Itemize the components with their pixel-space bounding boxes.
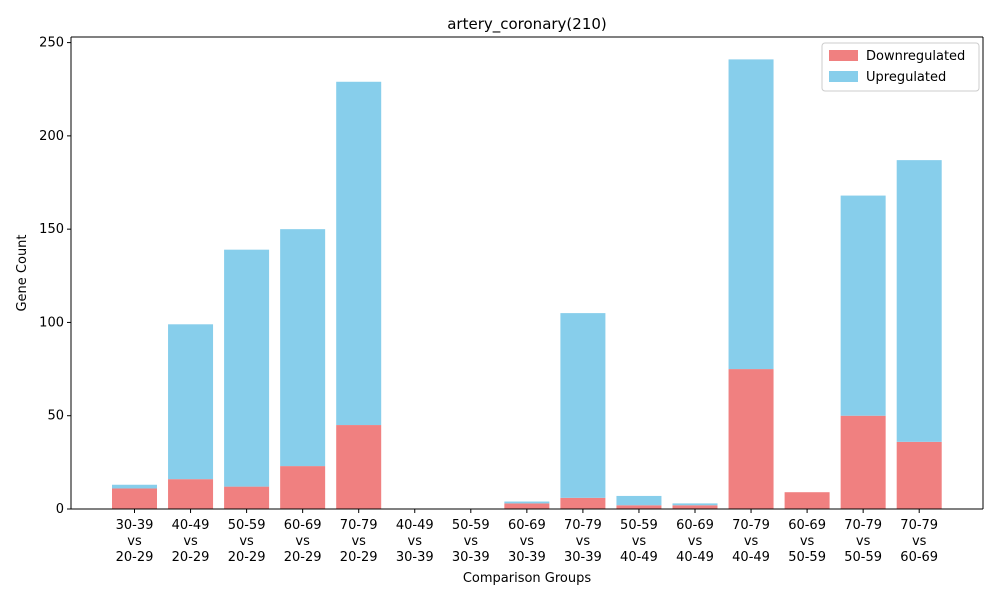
y-tick-label: 150 — [39, 222, 64, 237]
x-tick-label: 70-79 vs 50-59 — [844, 518, 882, 565]
legend-box — [821, 42, 980, 92]
chart-title: artery_coronary(210) — [447, 15, 607, 34]
x-axis-label: Comparison Groups — [463, 571, 592, 586]
x-tick-label: 70-79 vs 30-39 — [564, 518, 602, 565]
bar-upregulated-1 — [168, 324, 214, 480]
legend: Downregulated Upregulated — [821, 42, 980, 92]
bar-upregulated-0 — [112, 484, 157, 489]
x-tick-label: 60-69 vs 30-39 — [508, 518, 546, 565]
bar-upregulated-13 — [840, 195, 886, 416]
bar-upregulated-14 — [896, 160, 942, 442]
bars-layer — [112, 59, 942, 509]
x-tick-label: 60-69 vs 40-49 — [676, 518, 714, 565]
y-tick-label: 250 — [39, 36, 64, 51]
bar-upregulated-11 — [728, 59, 774, 370]
bar-upregulated-2 — [224, 249, 270, 487]
bar-upregulated-3 — [280, 229, 326, 467]
bar-downregulated-1 — [168, 479, 214, 509]
x-tick-label: 60-69 vs 50-59 — [788, 518, 826, 565]
bar-upregulated-9 — [616, 495, 662, 506]
legend-label-downregulated: Downregulated — [866, 49, 965, 64]
bar-downregulated-14 — [896, 441, 942, 509]
bar-downregulated-8 — [560, 497, 606, 509]
bar-downregulated-10 — [672, 505, 718, 509]
y-axis-label: Gene Count — [15, 234, 30, 311]
bar-upregulated-4 — [336, 81, 382, 426]
x-tick-label: 70-79 vs 40-49 — [732, 518, 770, 565]
bar-downregulated-4 — [336, 425, 382, 509]
bar-upregulated-7 — [504, 501, 550, 504]
y-tick-label: 0 — [56, 502, 64, 517]
legend-swatch-downregulated — [829, 50, 858, 61]
x-tick-label: 60-69 vs 20-29 — [284, 518, 322, 565]
axes-layer: 0 50 100 150 200 250 30-39 vs 20-29 40-49 vs 20-29 5… — [39, 36, 984, 565]
bar-downregulated-13 — [840, 415, 886, 509]
bar-downregulated-11 — [728, 369, 774, 509]
x-tick-label: 50-59 vs 30-39 — [452, 518, 490, 565]
x-tick-label: 40-49 vs 30-39 — [396, 518, 434, 565]
bar-downregulated-0 — [112, 488, 157, 509]
y-tick-label: 100 — [39, 315, 64, 330]
x-tick-label: 30-39 vs 20-29 — [116, 518, 154, 565]
bar-downregulated-12 — [784, 492, 830, 509]
bar-downregulated-7 — [504, 503, 550, 509]
bar-upregulated-10 — [672, 503, 718, 506]
x-tick-label: 70-79 vs 60-69 — [900, 518, 938, 565]
x-tick-label: 50-59 vs 40-49 — [620, 518, 658, 565]
x-tick-label: 70-79 vs 20-29 — [340, 518, 378, 565]
y-tick-label: 200 — [39, 129, 64, 144]
bar-downregulated-2 — [224, 486, 270, 509]
y-tick-label: 50 — [47, 409, 64, 424]
bar-upregulated-8 — [560, 313, 606, 498]
x-tick-label: 50-59 vs 20-29 — [228, 518, 266, 565]
x-tick-label: 40-49 vs 20-29 — [172, 518, 210, 565]
legend-label-upregulated: Upregulated — [866, 70, 946, 85]
bar-downregulated-3 — [280, 466, 326, 509]
bar-downregulated-9 — [616, 505, 662, 509]
legend-swatch-upregulated — [829, 71, 858, 82]
